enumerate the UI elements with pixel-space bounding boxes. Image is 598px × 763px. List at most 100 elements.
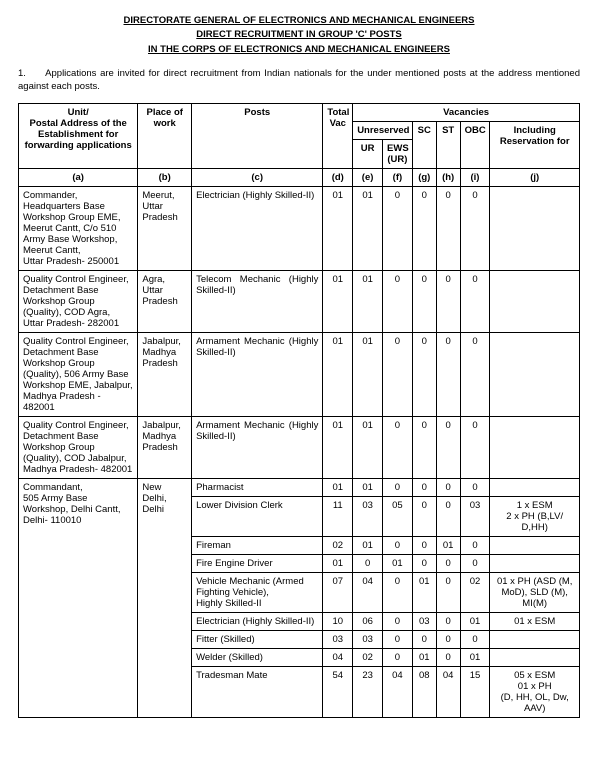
cell-e: 01 (353, 187, 383, 271)
table-row: Commander, Headquarters Base Workshop Gr… (19, 187, 580, 271)
cell-d: 04 (323, 649, 353, 667)
hdr-unreserved: Unreserved (353, 122, 413, 140)
title-3: IN THE CORPS OF ELECTRONICS AND MECHANIC… (18, 43, 580, 57)
cell-post: Electrician (Highly Skilled-II) (192, 613, 323, 631)
cell-g: 0 (412, 417, 436, 479)
cell-h: 0 (436, 573, 460, 613)
cell-h: 0 (436, 479, 460, 497)
hdr-vacancies: Vacancies (353, 104, 580, 122)
cell-j (490, 333, 580, 417)
cell-d: 01 (323, 417, 353, 479)
hdr-posts: Posts (192, 104, 323, 169)
cell-g: 01 (412, 649, 436, 667)
cell-h: 0 (436, 631, 460, 649)
cell-i: 0 (460, 631, 490, 649)
cell-place: Agra, Uttar Pradesh (138, 271, 192, 333)
cell-f: 0 (383, 333, 413, 417)
cell-f: 0 (383, 649, 413, 667)
cell-f: 01 (383, 555, 413, 573)
hdr-ews: EWS (UR) (383, 140, 413, 169)
table-row: Quality Control Engineer, Detachment Bas… (19, 333, 580, 417)
cell-g: 0 (412, 555, 436, 573)
hdr-ur: UR (353, 140, 383, 169)
cell-i: 15 (460, 667, 490, 718)
lab-b: (b) (138, 169, 192, 187)
cell-f: 05 (383, 497, 413, 537)
cell-d: 01 (323, 187, 353, 271)
cell-g: 0 (412, 333, 436, 417)
cell-unit: Commandant,505 Army Base Workshop, Delhi… (19, 479, 138, 718)
cell-f: 0 (383, 537, 413, 555)
hdr-unit: Unit/Postal Address of the Establishment… (19, 104, 138, 169)
cell-unit: Quality Control Engineer, Detachment Bas… (19, 333, 138, 417)
cell-place: Jabalpur, Madhya Pradesh (138, 417, 192, 479)
cell-g: 0 (412, 187, 436, 271)
cell-j (490, 187, 580, 271)
cell-e: 01 (353, 271, 383, 333)
cell-post: Fireman (192, 537, 323, 555)
cell-unit: Quality Control Engineer, Detachment Bas… (19, 271, 138, 333)
cell-d: 01 (323, 479, 353, 497)
cell-g: 0 (412, 271, 436, 333)
cell-j (490, 417, 580, 479)
cell-j (490, 537, 580, 555)
cell-unit: Quality Control Engineer, Detachment Bas… (19, 417, 138, 479)
cell-f: 04 (383, 667, 413, 718)
hdr-place: Place of work (138, 104, 192, 169)
cell-f: 0 (383, 417, 413, 479)
cell-g: 0 (412, 497, 436, 537)
cell-h: 0 (436, 613, 460, 631)
hdr-st: ST (436, 122, 460, 169)
cell-g: 03 (412, 613, 436, 631)
cell-i: 0 (460, 555, 490, 573)
cell-e: 01 (353, 333, 383, 417)
recruitment-table: Unit/Postal Address of the Establishment… (18, 103, 580, 718)
cell-i: 02 (460, 573, 490, 613)
title-2: DIRECT RECRUITMENT IN GROUP 'C' POSTS (18, 28, 580, 42)
cell-place: Meerut, Uttar Pradesh (138, 187, 192, 271)
cell-e: 04 (353, 573, 383, 613)
cell-j (490, 271, 580, 333)
cell-h: 0 (436, 271, 460, 333)
cell-post: Welder (Skilled) (192, 649, 323, 667)
cell-j (490, 479, 580, 497)
cell-post: Telecom Mechanic (Highly Skilled-II) (192, 271, 323, 333)
cell-h: 04 (436, 667, 460, 718)
cell-i: 0 (460, 271, 490, 333)
cell-h: 0 (436, 187, 460, 271)
title-1: DIRECTORATE GENERAL OF ELECTRONICS AND M… (18, 14, 580, 28)
lab-d: (d) (323, 169, 353, 187)
cell-i: 0 (460, 333, 490, 417)
cell-f: 0 (383, 271, 413, 333)
lab-a: (a) (19, 169, 138, 187)
cell-j (490, 631, 580, 649)
cell-post: Armament Mechanic (Highly Skilled-II) (192, 417, 323, 479)
cell-j (490, 649, 580, 667)
cell-e: 0 (353, 555, 383, 573)
cell-h: 0 (436, 649, 460, 667)
cell-h: 0 (436, 333, 460, 417)
cell-post: Vehicle Mechanic (Armed Fighting Vehicle… (192, 573, 323, 613)
cell-e: 03 (353, 631, 383, 649)
cell-e: 01 (353, 417, 383, 479)
table-body: Commander, Headquarters Base Workshop Gr… (19, 187, 580, 718)
cell-e: 23 (353, 667, 383, 718)
table-row: Commandant,505 Army Base Workshop, Delhi… (19, 479, 580, 497)
cell-e: 02 (353, 649, 383, 667)
cell-f: 0 (383, 187, 413, 271)
cell-post: Fitter (Skilled) (192, 631, 323, 649)
hdr-obc: OBC (460, 122, 490, 169)
title-block: DIRECTORATE GENERAL OF ELECTRONICS AND M… (18, 14, 580, 57)
cell-j: 01 x PH (ASD (M, MoD), SLD (M), MI(M) (490, 573, 580, 613)
cell-place: New Delhi, Delhi (138, 479, 192, 718)
cell-i: 01 (460, 613, 490, 631)
cell-h: 0 (436, 417, 460, 479)
cell-d: 07 (323, 573, 353, 613)
cell-d: 01 (323, 555, 353, 573)
cell-f: 0 (383, 613, 413, 631)
cell-g: 0 (412, 537, 436, 555)
cell-g: 08 (412, 667, 436, 718)
lab-c: (c) (192, 169, 323, 187)
cell-j: 1 x ESM2 x PH (B,LV/ D,HH) (490, 497, 580, 537)
cell-place: Jabalpur, Madhya Pradesh (138, 333, 192, 417)
